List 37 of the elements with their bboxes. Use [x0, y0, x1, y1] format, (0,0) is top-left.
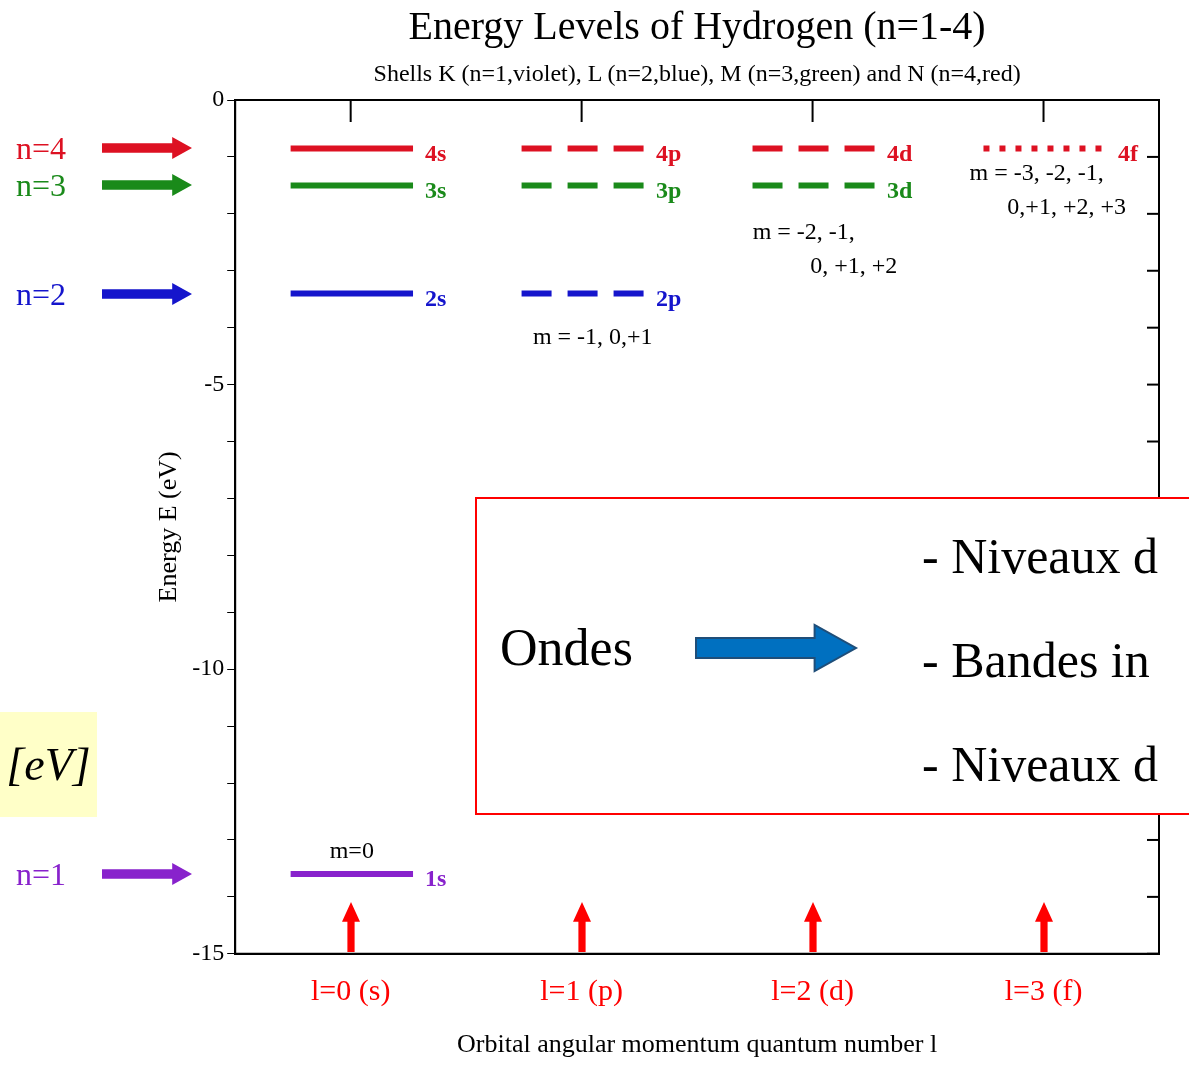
text: n=1 — [16, 856, 67, 893]
y-axis-title: Energy E (eV) — [153, 451, 183, 603]
text: n=2 — [16, 275, 67, 312]
series-label: 2s — [425, 284, 447, 311]
series-label: 2p — [655, 284, 682, 311]
y-tick-label: -5 — [204, 369, 225, 396]
series-label: 1s — [425, 865, 447, 892]
annotation: m = -1, 0,+1 — [531, 322, 654, 349]
annotation: Ondes — [500, 618, 633, 678]
annotation: - Bandes in — [922, 631, 1150, 690]
x-axis-title: Orbital angular momentum quantum number l — [457, 1029, 938, 1059]
series-label: 4d — [886, 139, 913, 166]
series-label: 3p — [655, 176, 682, 203]
series-label: 4f — [1117, 139, 1139, 166]
chart-subtitle: Shells K (n=1,violet), L (n=2,blue), M (n=3,green) and N (n=4,red) — [372, 60, 1022, 87]
annotation: m=0 — [328, 837, 375, 864]
y-tick-label: 0 — [212, 85, 225, 112]
y-tick-label: -10 — [192, 654, 225, 681]
series-label: 4p — [655, 139, 682, 166]
series-label: 3d — [886, 176, 913, 203]
x-tick-label: l=1 (p) — [540, 972, 623, 1007]
text: n=4 — [16, 130, 67, 167]
annotation: 0, +1, +2 — [809, 252, 899, 279]
series-label: 3s — [425, 176, 447, 203]
annotation: m = -2, -1, — [751, 218, 856, 245]
annotation: - Niveaux d — [922, 527, 1159, 586]
chart-title: Energy Levels of Hydrogen (n=1-4) — [407, 2, 987, 49]
annotation: m = -3, -2, -1, — [969, 159, 1104, 186]
x-tick-label: l=2 (d) — [771, 972, 854, 1007]
series-label: 4s — [425, 139, 447, 166]
x-tick-label: l=0 (s) — [310, 972, 391, 1007]
y-tick-label: -15 — [192, 939, 225, 966]
x-tick-label: l=3 (f) — [1004, 972, 1083, 1007]
annotation: 0,+1, +2, +3 — [1006, 193, 1127, 220]
text: [eV] — [0, 712, 97, 817]
text: n=3 — [16, 167, 67, 204]
annotation: - Niveaux d — [922, 735, 1159, 794]
